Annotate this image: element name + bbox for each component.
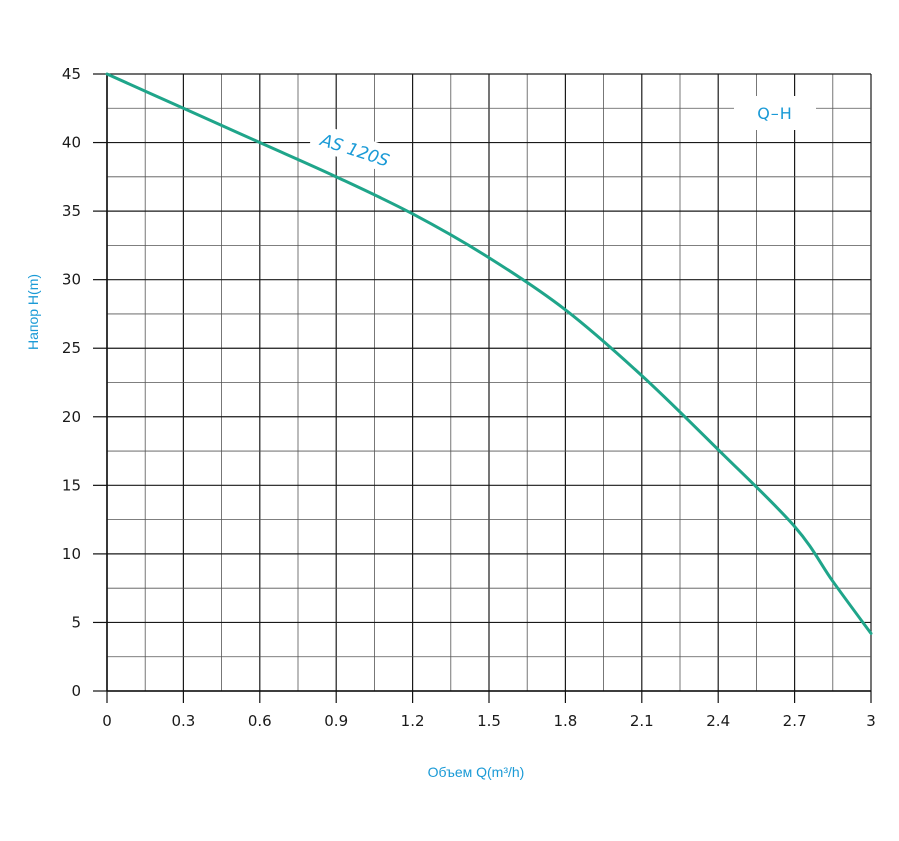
legend-label: Q–H bbox=[757, 104, 793, 123]
y-tick-label: 35 bbox=[62, 202, 81, 220]
x-tick-label: 0.6 bbox=[248, 712, 272, 730]
x-tick-label: 2.7 bbox=[783, 712, 807, 730]
x-tick-label: 3 bbox=[866, 712, 876, 730]
x-tick-label: 1.8 bbox=[553, 712, 577, 730]
x-axis-title: Объем Q(m³/h) bbox=[428, 764, 525, 780]
y-tick-label: 10 bbox=[62, 545, 81, 563]
y-tick-label: 30 bbox=[62, 271, 81, 289]
x-tick-labels: 0 0.3 0.6 0.9 1.2 1.5 1.8 2.1 2.4 2.7 3 bbox=[102, 691, 876, 730]
series-annotation: AS 120S bbox=[308, 122, 403, 176]
x-tick-label: 0.9 bbox=[324, 712, 348, 730]
series-line bbox=[105, 72, 873, 635]
y-tick-label: 45 bbox=[62, 65, 81, 83]
x-tick-label: 1.2 bbox=[401, 712, 425, 730]
y-tick-labels: 0 5 10 15 20 25 30 35 40 45 bbox=[62, 65, 107, 700]
y-tick-label: 40 bbox=[62, 134, 81, 152]
x-tick-label: 1.5 bbox=[477, 712, 501, 730]
series-layer bbox=[105, 72, 873, 635]
x-tick-label: 0.3 bbox=[171, 712, 195, 730]
y-tick-label: 20 bbox=[62, 408, 81, 426]
x-tick-label: 0 bbox=[102, 712, 112, 730]
x-tick-label: 2.4 bbox=[706, 712, 730, 730]
y-tick-label: 25 bbox=[62, 339, 81, 357]
y-tick-label: 15 bbox=[62, 476, 81, 494]
legend-box: Q–H bbox=[734, 96, 816, 130]
grid bbox=[106, 73, 872, 692]
y-tick-label: 0 bbox=[71, 682, 81, 700]
y-axis-title: Напор H(m) bbox=[25, 274, 41, 350]
x-tick-label: 2.1 bbox=[630, 712, 654, 730]
y-tick-label: 5 bbox=[71, 613, 81, 631]
